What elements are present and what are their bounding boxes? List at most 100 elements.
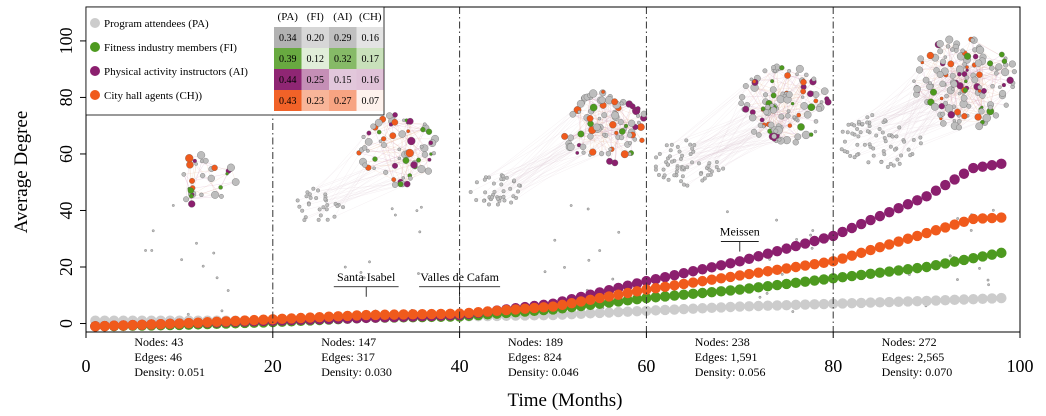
- network-node: [366, 149, 370, 153]
- series-point-ai: [977, 161, 988, 172]
- series-point-ai: [687, 266, 699, 277]
- network-edge: [860, 63, 991, 133]
- series-point-fi: [818, 274, 830, 285]
- network-edge: [358, 152, 416, 167]
- network-edge: [690, 114, 799, 145]
- network-node: [930, 88, 937, 96]
- network-node: [852, 123, 857, 128]
- series-point-pa: [949, 294, 960, 306]
- period-stat: Edges: 2,565: [882, 350, 945, 364]
- network-edge: [603, 134, 632, 154]
- matrix-value: 0.16: [362, 75, 380, 86]
- network-edge: [510, 121, 621, 189]
- network-node: [417, 165, 426, 174]
- network-node: [490, 195, 495, 200]
- network-edge: [305, 177, 404, 218]
- network-node: [685, 165, 690, 170]
- series-point-ch: [463, 307, 475, 319]
- network-edge: [655, 101, 766, 167]
- network-node: [906, 147, 911, 152]
- network-node: [563, 266, 566, 269]
- network-node: [908, 153, 913, 158]
- series-point-fi: [771, 279, 783, 291]
- series-point-pa: [884, 296, 895, 308]
- matrix-cell: [274, 27, 302, 48]
- matrix-header: (PA): [278, 11, 299, 23]
- legend-swatch-ai: [90, 66, 100, 76]
- network-node: [775, 218, 778, 222]
- network-node: [897, 161, 902, 166]
- network-node: [807, 103, 816, 112]
- network-node: [939, 80, 946, 88]
- network-node: [855, 142, 860, 147]
- matrix-value: 0.12: [307, 54, 325, 65]
- network-edge: [373, 126, 396, 185]
- network-node: [811, 76, 817, 82]
- network-edge: [367, 129, 423, 152]
- network-node: [890, 134, 895, 139]
- series-point-fi: [622, 295, 633, 306]
- network-edge: [970, 39, 987, 119]
- series-point-ch: [426, 308, 437, 320]
- period-stat: Nodes: 43: [134, 335, 183, 349]
- matrix-value: 0.27: [334, 96, 352, 107]
- network-node: [866, 160, 871, 165]
- network-edge: [903, 80, 927, 141]
- series-point-fi: [743, 283, 755, 294]
- series-point-ch: [239, 315, 250, 326]
- network-edge: [919, 63, 951, 71]
- network-node: [491, 181, 496, 186]
- network-node: [865, 129, 870, 134]
- network-node: [199, 192, 204, 197]
- network-edge: [400, 127, 426, 185]
- network-node: [716, 168, 721, 173]
- network-node: [668, 148, 673, 153]
- series-point-ai: [921, 191, 932, 202]
- network-node: [885, 165, 890, 169]
- network-edge: [500, 91, 604, 198]
- network-node: [690, 146, 695, 151]
- network-node: [481, 198, 486, 203]
- series-point-ch: [594, 292, 605, 304]
- network-node: [945, 44, 951, 49]
- network-edge: [876, 97, 965, 136]
- network-snapshot: [144, 151, 240, 316]
- network-node: [306, 202, 311, 207]
- network-edge: [910, 74, 947, 156]
- matrix-cell: [356, 27, 384, 48]
- series-point-ch: [267, 314, 278, 325]
- network-node: [569, 110, 577, 118]
- network-node: [1011, 69, 1017, 75]
- matrix-cell: [329, 69, 357, 90]
- network-node: [858, 130, 863, 135]
- network-node: [150, 249, 154, 252]
- series-point-pa: [781, 299, 792, 311]
- network-node: [666, 177, 671, 182]
- annotation-label: Santa Isabel: [337, 270, 396, 284]
- network-edge: [856, 94, 917, 155]
- series-point-ai: [968, 162, 979, 174]
- network-node: [417, 272, 420, 275]
- series-point-pa: [893, 296, 904, 307]
- series-point-ai: [622, 280, 633, 291]
- network-node: [512, 178, 517, 183]
- network-node: [949, 72, 956, 79]
- legend-swatch-pa: [90, 18, 100, 28]
- network-node: [421, 151, 429, 158]
- network-node: [804, 72, 809, 78]
- network-node: [852, 155, 857, 160]
- series-point-pa: [912, 295, 923, 307]
- series-point-ch: [361, 309, 372, 321]
- network-node: [760, 106, 766, 111]
- series-point-ch: [968, 213, 979, 225]
- network-node: [992, 112, 1000, 119]
- series-point-ai: [650, 273, 661, 285]
- network-edge: [681, 125, 779, 168]
- network-node: [956, 217, 960, 220]
- network-node: [589, 148, 597, 156]
- network-node: [707, 167, 712, 172]
- network-node: [321, 205, 326, 210]
- network-edge: [319, 168, 375, 210]
- series-point-ch: [996, 212, 1007, 223]
